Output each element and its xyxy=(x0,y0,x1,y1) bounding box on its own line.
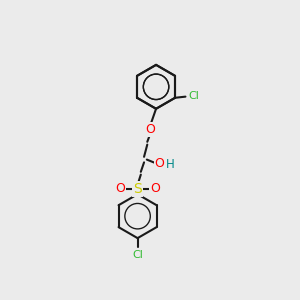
Text: O: O xyxy=(154,157,164,169)
Text: O: O xyxy=(145,123,155,136)
Text: Cl: Cl xyxy=(189,91,200,101)
Text: O: O xyxy=(150,182,160,195)
Text: O: O xyxy=(115,182,125,195)
Text: H: H xyxy=(166,158,175,171)
Text: Cl: Cl xyxy=(132,250,143,260)
Text: S: S xyxy=(133,182,142,196)
